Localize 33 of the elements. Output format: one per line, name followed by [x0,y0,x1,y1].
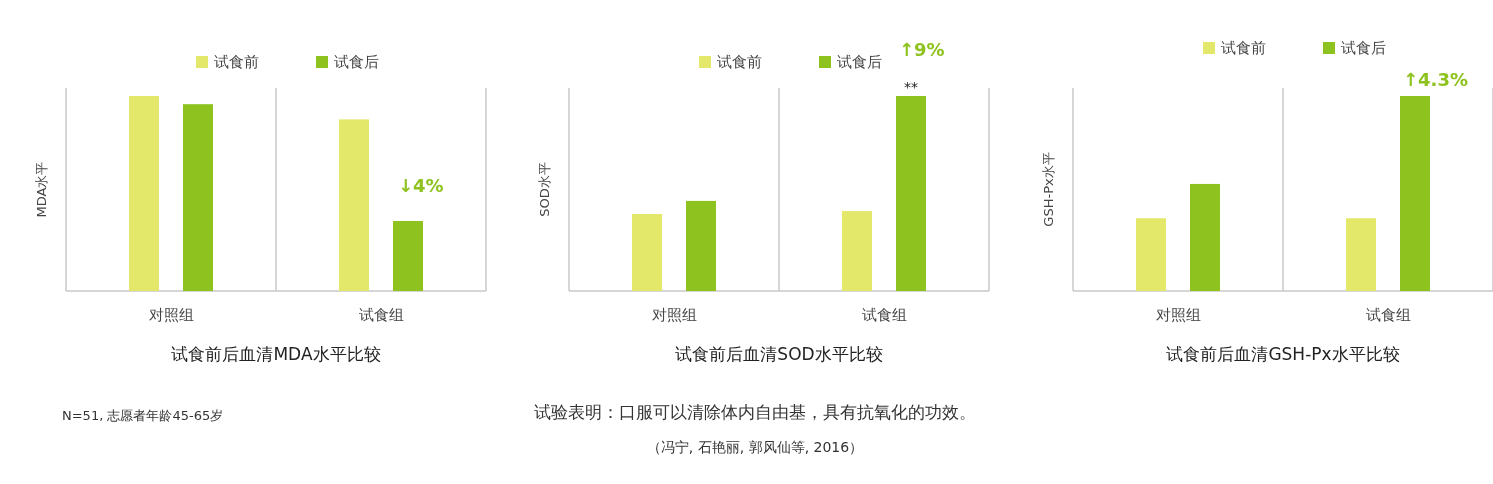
bar [183,104,213,291]
y-axis-title: SOD水平 [537,162,552,217]
legend-label: 试食后 [1341,39,1386,57]
legend-label: 试食前 [717,53,762,71]
bar [896,96,926,291]
bar [129,96,159,291]
text: 试食前后血清GSH-Px水平比较 [1166,344,1400,364]
text: ↑4.3% [1403,69,1469,90]
y-axis-title: GSH-Px水平 [1041,152,1056,227]
x-tick-label: 对照组 [651,306,697,324]
text: N=51, 志愿者年龄45-65岁 [62,408,224,423]
legend-label: 试食前 [214,53,259,71]
text: ** [904,79,918,95]
bar [339,119,369,291]
text: 试食前后血清MDA水平比较 [171,344,381,364]
bar [393,221,423,291]
text: 试验表明：口服可以清除体内自由基，具有抗氧化的功效。 [534,402,976,422]
annotation: ↓4% [398,175,444,196]
x-tick-label: 试食组 [1365,306,1411,324]
y-axis-title: MDA水平 [34,161,49,218]
text: （冯宁, 石艳丽, 郭风仙等, 2016） [646,439,864,455]
legend-label: 试食后 [334,53,379,71]
bar [632,213,662,291]
text: 试食前后血清SOD水平比较 [675,344,883,364]
bar [686,200,716,291]
bar [842,211,872,291]
text: ↑9% [899,39,945,60]
x-tick-label: 对照组 [1155,306,1201,324]
x-tick-label: 对照组 [148,306,194,324]
legend-label: 试食后 [837,53,882,71]
x-tick-label: 试食组 [861,306,907,324]
legend-label: 试食前 [1221,39,1266,57]
x-tick-label: 试食组 [358,306,404,324]
